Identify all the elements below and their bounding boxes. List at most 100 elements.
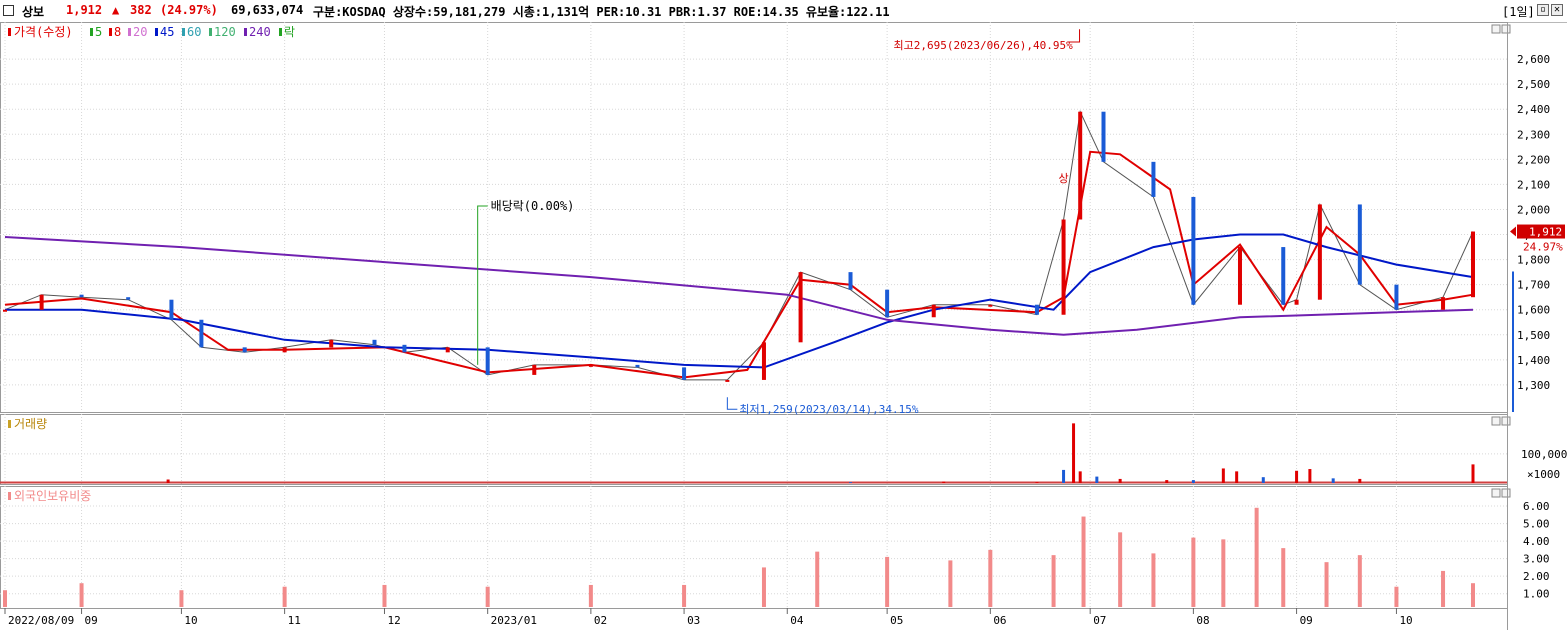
vol-panel-close-icon: [1501, 416, 1511, 426]
foreign-ratio-bar: [1357, 555, 1362, 607]
price-candle: [885, 289, 890, 318]
price-candle: [1151, 161, 1156, 197]
foreign-ratio-bar: [1081, 516, 1086, 607]
price-panel-close-icon: [1501, 24, 1511, 34]
price-candle: [1061, 219, 1066, 315]
foreign-ratio-bar: [485, 586, 490, 607]
volume-bar: [1471, 464, 1475, 483]
foreign-tick-label: 3.00: [1523, 553, 1550, 566]
foreign-ratio-bar: [179, 590, 184, 607]
vol-panel-min-icon: [1491, 416, 1501, 426]
foreign-ratio-bar: [885, 556, 890, 607]
price-candle: [445, 347, 450, 353]
foreign-ratio-bar: [1441, 570, 1446, 607]
price-candle: [761, 342, 766, 380]
volume-bar: [1261, 477, 1265, 483]
x-tick-label: 09: [1300, 614, 1313, 627]
price-tick-label: 1,500: [1517, 329, 1550, 342]
price-candle: [242, 347, 247, 353]
price-candle: [199, 319, 204, 348]
x-tick-label: 07: [1093, 614, 1106, 627]
close-icon[interactable]: ✕: [1551, 4, 1563, 16]
frn-panel-close-icon: [1501, 488, 1511, 498]
stock-chart: 1,3001,4001,5001,6001,7001,8001,9002,000…: [0, 22, 1567, 630]
x-tick-label: 05: [890, 614, 903, 627]
period-selector[interactable]: [1일]: [1502, 5, 1535, 19]
volume-bar: [1308, 469, 1312, 483]
price-candle: [798, 272, 803, 343]
price-tick-label: 1,800: [1517, 254, 1550, 267]
foreign-ratio-bar: [382, 584, 387, 607]
foreign-ratio-bar: [79, 583, 84, 607]
volume-bar: [1072, 423, 1076, 483]
legend-marker-7: [279, 28, 282, 36]
price-candle: [1078, 111, 1083, 220]
foreign-ratio-bar: [761, 567, 766, 607]
price-candle: [3, 309, 7, 312]
legend-marker-6: [244, 28, 247, 36]
price-candle: [1191, 196, 1196, 305]
legend-ma-label: 240: [249, 25, 271, 39]
volume-bar: [166, 479, 170, 483]
foreign-ratio-bar: [1151, 553, 1156, 607]
select-checkbox[interactable]: [3, 5, 14, 16]
price-tick-label: 1,700: [1517, 279, 1550, 292]
current-price-badge: [1517, 224, 1565, 239]
price-tick-label: 2,400: [1517, 103, 1550, 116]
high-price-annotation: 최고2,695(2023/06/26),40.95%: [894, 39, 1074, 52]
price-candle: [1394, 284, 1399, 310]
price-panel-min-icon: [1491, 24, 1501, 34]
volume-bar: [1331, 478, 1335, 483]
legend-marker-5: [209, 28, 212, 36]
frn-panel-min-icon: [1491, 488, 1501, 498]
x-tick-label: 10: [1399, 614, 1412, 627]
vol-panel-frame: [0, 414, 1508, 485]
volume-bar: [1062, 469, 1066, 483]
price-candle: [402, 344, 407, 353]
price-tick-label: 2,300: [1517, 128, 1550, 141]
price-candle: [1441, 297, 1446, 310]
price-panel-frame: [0, 22, 1508, 413]
price-tick-label: 1,400: [1517, 354, 1550, 367]
volume-legend-title: 거래량: [14, 417, 47, 431]
volume-bar: [849, 482, 853, 483]
stock-info: 구분:KOSDAQ 상장수:59,181,279 시총:1,131억 PER:1…: [313, 5, 890, 19]
price-tick-label: 2,000: [1517, 203, 1550, 216]
legend-marker-4: [182, 28, 185, 36]
volume-bar: [1165, 480, 1169, 483]
foreign-legend-title: 외국인보유비중: [14, 489, 91, 503]
volume-bar: [1221, 468, 1225, 483]
price-candle: [1237, 247, 1242, 305]
series-line-ma45: [5, 233, 1474, 369]
legend-ma-label: 8: [114, 25, 121, 39]
legend-ma-label: 5: [95, 25, 102, 39]
foreign-ratio-bar: [948, 560, 953, 607]
current-price-pointer-icon: [1510, 226, 1516, 237]
volume-tick-label: 100,000: [1521, 448, 1567, 461]
volume-legend-marker: [8, 420, 11, 428]
maximize-icon[interactable]: ▫: [1537, 4, 1549, 16]
foreign-tick-label: 2.00: [1523, 570, 1550, 583]
foreign-ratio-bar: [682, 584, 687, 607]
price-candle: [372, 339, 377, 345]
price-candle: [126, 297, 131, 300]
price-candle: [725, 379, 730, 382]
volume-unit-label: ×1000: [1527, 468, 1560, 481]
legend-marker-2: [128, 28, 131, 36]
legend-marker-3: [155, 28, 158, 36]
price-tick-label: 1,600: [1517, 304, 1550, 317]
volume-bar: [942, 481, 946, 483]
legend-ma-label: 20: [133, 25, 147, 39]
series-line-ma240: [4, 236, 1474, 336]
x-tick-label: 02: [594, 614, 607, 627]
price-candle: [848, 272, 853, 290]
price-candle: [1317, 204, 1322, 300]
price-tick-label: 1,300: [1517, 379, 1550, 392]
volume-bar: [1095, 476, 1099, 483]
price-candle: [1357, 204, 1362, 285]
price-candle: [988, 304, 993, 307]
x-tick-label: 06: [993, 614, 1006, 627]
foreign-tick-label: 1.00: [1523, 588, 1550, 601]
legend-marker-price: [8, 28, 11, 36]
x-tick-label: 04: [790, 614, 804, 627]
